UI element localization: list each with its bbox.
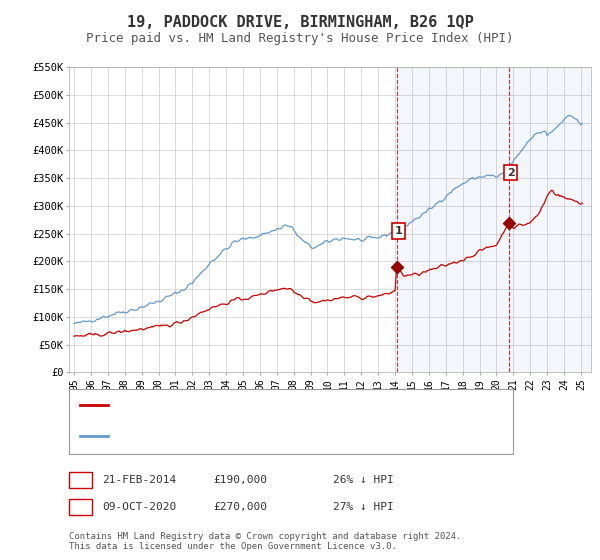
Text: Price paid vs. HM Land Registry's House Price Index (HPI): Price paid vs. HM Land Registry's House … [86, 31, 514, 45]
Text: 1: 1 [395, 226, 402, 236]
Text: £270,000: £270,000 [213, 502, 267, 512]
Text: 27% ↓ HPI: 27% ↓ HPI [333, 502, 394, 512]
Text: Contains HM Land Registry data © Crown copyright and database right 2024.
This d: Contains HM Land Registry data © Crown c… [69, 532, 461, 552]
Text: 2: 2 [77, 502, 84, 512]
Bar [397, 67, 509, 372]
Text: 19, PADDOCK DRIVE, BIRMINGHAM, B26 1QP (detached house): 19, PADDOCK DRIVE, BIRMINGHAM, B26 1QP (… [113, 400, 457, 410]
Bar [509, 67, 589, 372]
Text: 19, PADDOCK DRIVE, BIRMINGHAM, B26 1QP: 19, PADDOCK DRIVE, BIRMINGHAM, B26 1QP [127, 15, 473, 30]
Text: 2: 2 [507, 167, 515, 178]
Text: 1: 1 [77, 475, 84, 485]
Text: £190,000: £190,000 [213, 475, 267, 485]
Text: HPI: Average price, detached house, Birmingham: HPI: Average price, detached house, Birm… [113, 431, 400, 441]
Text: 21-FEB-2014: 21-FEB-2014 [103, 475, 177, 485]
Text: 09-OCT-2020: 09-OCT-2020 [103, 502, 177, 512]
Text: 26% ↓ HPI: 26% ↓ HPI [333, 475, 394, 485]
